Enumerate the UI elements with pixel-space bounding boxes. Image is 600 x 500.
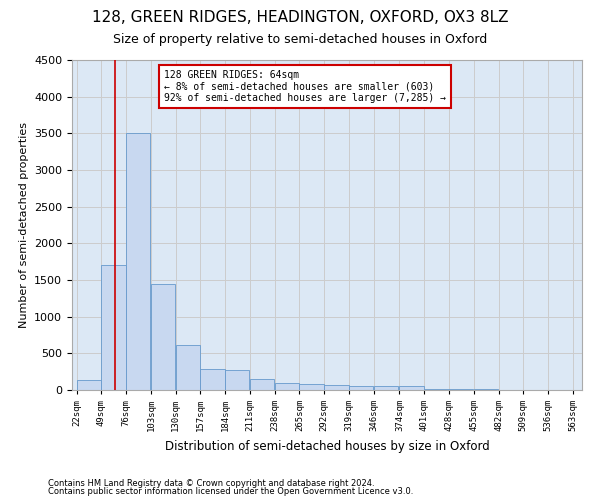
Bar xyxy=(101,266,125,390)
Text: 128 GREEN RIDGES: 64sqm
← 8% of semi-detached houses are smaller (603)
92% of se: 128 GREEN RIDGES: 64sqm ← 8% of semi-det… xyxy=(164,70,446,103)
Bar xyxy=(275,382,299,390)
Bar xyxy=(324,385,349,390)
Bar xyxy=(400,386,424,390)
Text: 128, GREEN RIDGES, HEADINGTON, OXFORD, OX3 8LZ: 128, GREEN RIDGES, HEADINGTON, OXFORD, O… xyxy=(92,10,508,25)
Text: Size of property relative to semi-detached houses in Oxford: Size of property relative to semi-detach… xyxy=(113,32,487,46)
Bar xyxy=(151,284,175,390)
Text: Contains HM Land Registry data © Crown copyright and database right 2024.: Contains HM Land Registry data © Crown c… xyxy=(48,478,374,488)
X-axis label: Distribution of semi-detached houses by size in Oxford: Distribution of semi-detached houses by … xyxy=(164,440,490,452)
Y-axis label: Number of semi-detached properties: Number of semi-detached properties xyxy=(19,122,29,328)
Bar xyxy=(349,386,373,390)
Bar xyxy=(299,384,324,390)
Bar xyxy=(126,134,151,390)
Bar xyxy=(200,370,225,390)
Text: Contains public sector information licensed under the Open Government Licence v3: Contains public sector information licen… xyxy=(48,487,413,496)
Bar xyxy=(250,379,274,390)
Bar xyxy=(424,388,449,390)
Bar xyxy=(77,380,101,390)
Bar xyxy=(374,386,398,390)
Bar xyxy=(176,344,200,390)
Bar xyxy=(225,370,250,390)
